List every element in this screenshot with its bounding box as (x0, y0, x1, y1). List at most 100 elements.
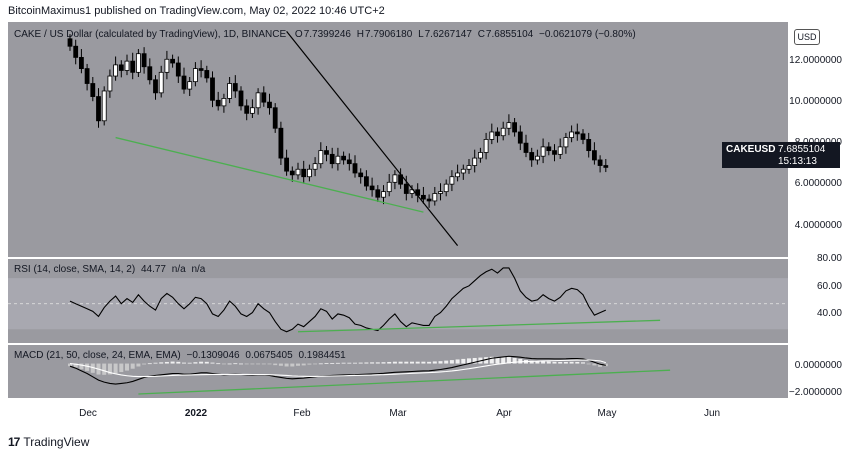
candle (557, 146, 563, 155)
price-change: −0.0621079 (−0.80%) (538, 29, 636, 40)
candle (381, 191, 386, 198)
candle (175, 62, 181, 77)
candle (420, 194, 426, 200)
candle (386, 181, 392, 193)
candle (369, 185, 375, 191)
candle (301, 168, 307, 178)
macd-histogram-bar (506, 357, 511, 364)
candle (529, 152, 535, 161)
ohlc-open-label: O (294, 29, 303, 40)
candle (272, 107, 278, 129)
candle (96, 96, 101, 122)
macd-histogram-bar (147, 363, 152, 365)
macd-histogram-bar (455, 359, 460, 364)
macd-histogram-bar (581, 362, 585, 364)
time-axis-label: Mar (389, 408, 407, 419)
candle (346, 159, 352, 165)
pane-separator-rsi[interactable] (8, 257, 842, 259)
macd-histogram-bar (370, 362, 375, 364)
macd-title: MACD (21, 50, close, 24, EMA, EMA) (14, 350, 181, 361)
price-tag-value: 7.6855104 (778, 144, 826, 155)
candle (255, 92, 261, 109)
candle (73, 45, 79, 58)
ohlc-low: 7.6267147 (424, 29, 472, 40)
footer-brand[interactable]: 17 TradingView (8, 435, 89, 449)
candle (426, 198, 432, 202)
price-support-line (115, 136, 424, 213)
candle (580, 133, 586, 140)
macd-support-line (138, 369, 671, 395)
ohlc-close: 7.6855104 (485, 29, 534, 40)
candle (495, 131, 500, 137)
macd-histogram-bar (541, 361, 546, 364)
macd-histogram-bar (410, 361, 414, 364)
candle (306, 168, 312, 178)
candle (341, 155, 347, 161)
candle (489, 131, 495, 140)
chart-svg[interactable] (8, 22, 788, 398)
macd-histogram-bar (421, 361, 426, 364)
candle (540, 146, 546, 157)
ohlc-high: 7.7906180 (365, 29, 413, 40)
macd-histogram-bar (546, 361, 551, 364)
ohlc-low-label: L (418, 29, 424, 40)
chart-plot-area[interactable] (8, 22, 789, 398)
macd-histogram-bar (427, 361, 432, 364)
candle (335, 155, 341, 165)
macd-histogram-bar (563, 361, 568, 364)
candle (238, 90, 244, 107)
macd-histogram-bar (415, 361, 420, 364)
macd-histogram-bar (199, 361, 204, 364)
macd-histogram-bar (273, 363, 278, 366)
macd-histogram-bar (261, 363, 266, 365)
price-axis-label: 6.0000000 (794, 178, 842, 189)
pane-separator-macd[interactable] (8, 343, 842, 345)
macd-histogram-bar (107, 363, 112, 375)
macd-histogram-bar (472, 357, 477, 364)
candle (170, 58, 176, 64)
ohlc-high-label: H (356, 29, 364, 40)
macd-histogram-bar (170, 361, 175, 364)
currency-button[interactable]: USD (794, 29, 820, 45)
macd-histogram-bar (318, 363, 323, 365)
macd-histogram-bar (159, 362, 164, 364)
publish-header: BitcoinMaximus1 published on TradingView… (8, 5, 385, 17)
rsi-axis-label: 60.00 (816, 281, 842, 292)
macd-histogram-bar (102, 363, 107, 375)
macd-histogram-bar (364, 362, 369, 364)
candle (512, 122, 518, 133)
last-price-tag: CAKEUSD 7.6855104 15:13:13 (722, 142, 840, 168)
macd-histogram-bar (136, 363, 141, 367)
time-axis-label: Dec (79, 408, 97, 419)
macd-histogram-bar (518, 358, 523, 364)
candle (569, 131, 574, 138)
macd-histogram-bar (387, 361, 392, 364)
macd-histogram-bar (85, 363, 90, 371)
candle (443, 183, 449, 193)
macd-histogram-bar (489, 356, 494, 364)
candle (84, 68, 90, 84)
candle (261, 92, 267, 103)
candle (284, 157, 290, 172)
macd-histogram-bar (296, 363, 300, 366)
price-axis[interactable] (788, 22, 842, 398)
macd-histogram-bar (495, 356, 500, 364)
macd-histogram-bar (210, 362, 215, 364)
macd-histogram-bar (142, 363, 147, 365)
rsi-na-2: n/a (191, 264, 206, 275)
candle (472, 157, 478, 166)
macd-histogram-bar (153, 362, 158, 364)
macd-histogram-bar (341, 362, 346, 364)
rsi-axis-label: 40.00 (816, 308, 842, 319)
price-axis-label: 10.0000000 (789, 96, 842, 107)
macd-histogram-bar (335, 362, 340, 364)
candle (204, 70, 210, 79)
rsi-value: 44.77 (140, 264, 166, 275)
macd-histogram-bar (79, 363, 84, 370)
candle (500, 127, 506, 137)
candle (438, 191, 443, 194)
macd-histogram-bar (182, 362, 186, 364)
macd-histogram-bar (529, 360, 534, 364)
macd-histogram-bar (130, 363, 135, 369)
candle (597, 159, 603, 166)
